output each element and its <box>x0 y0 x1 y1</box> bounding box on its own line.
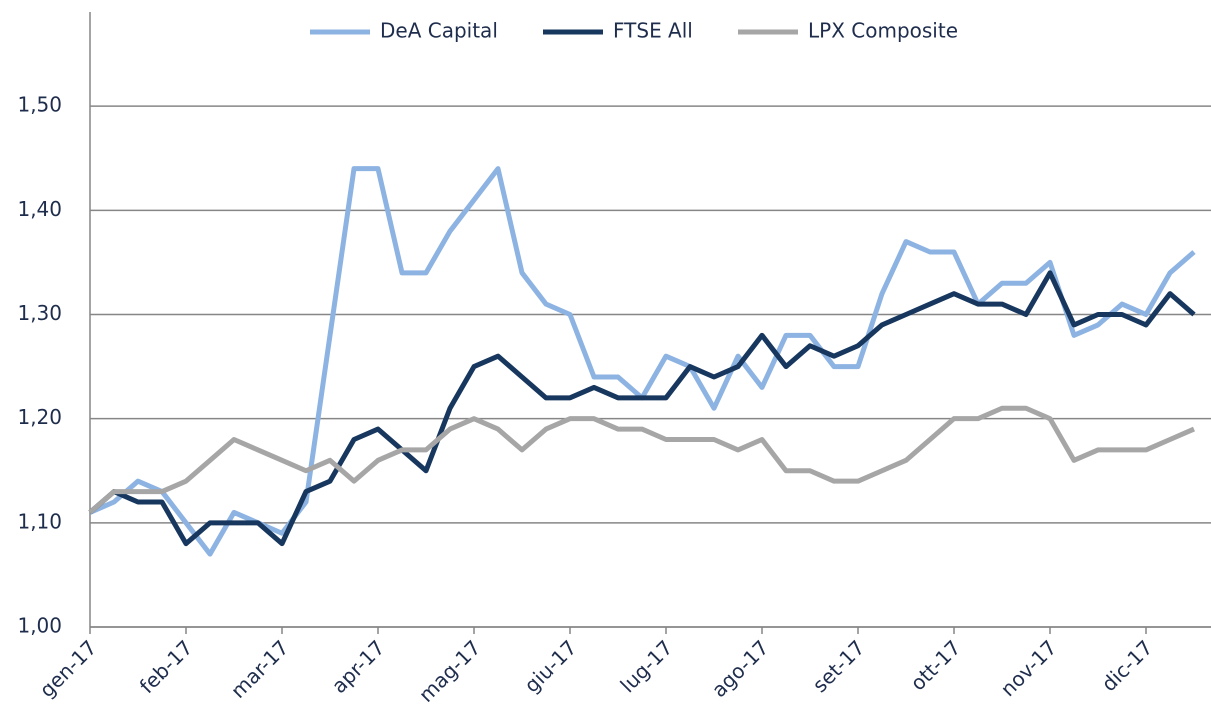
x-tick-label: feb-17 <box>135 635 198 698</box>
x-tick-label: apr-17 <box>327 635 390 698</box>
y-tick-label: 1,50 <box>17 93 62 117</box>
y-tick-label: 1,20 <box>17 405 62 429</box>
x-tick-label: set-17 <box>808 635 870 697</box>
legend-label: FTSE All <box>613 19 693 43</box>
x-tick-label: ott-17 <box>906 635 966 695</box>
legend-label: LPX Composite <box>808 19 958 43</box>
x-tick-label: gen-17 <box>35 635 102 702</box>
legend-label: DeA Capital <box>380 19 498 43</box>
x-tick-label: lug-17 <box>615 635 677 697</box>
x-tick-label: ago-17 <box>707 635 774 702</box>
x-tick-label: mag-17 <box>414 635 485 706</box>
y-tick-label: 1,40 <box>17 197 62 221</box>
x-tick-label: dic-17 <box>1097 635 1158 696</box>
series-line <box>89 166 1196 557</box>
x-tick-label: mar-17 <box>226 635 293 702</box>
series-line <box>88 405 1195 515</box>
x-tick-label: nov-17 <box>996 635 1062 701</box>
series-line <box>88 270 1196 547</box>
y-tick-label: 1,10 <box>17 509 62 533</box>
y-tick-label: 1,00 <box>17 614 62 638</box>
y-tick-label: 1,30 <box>17 301 62 325</box>
x-tick-label: giu-17 <box>519 635 581 697</box>
